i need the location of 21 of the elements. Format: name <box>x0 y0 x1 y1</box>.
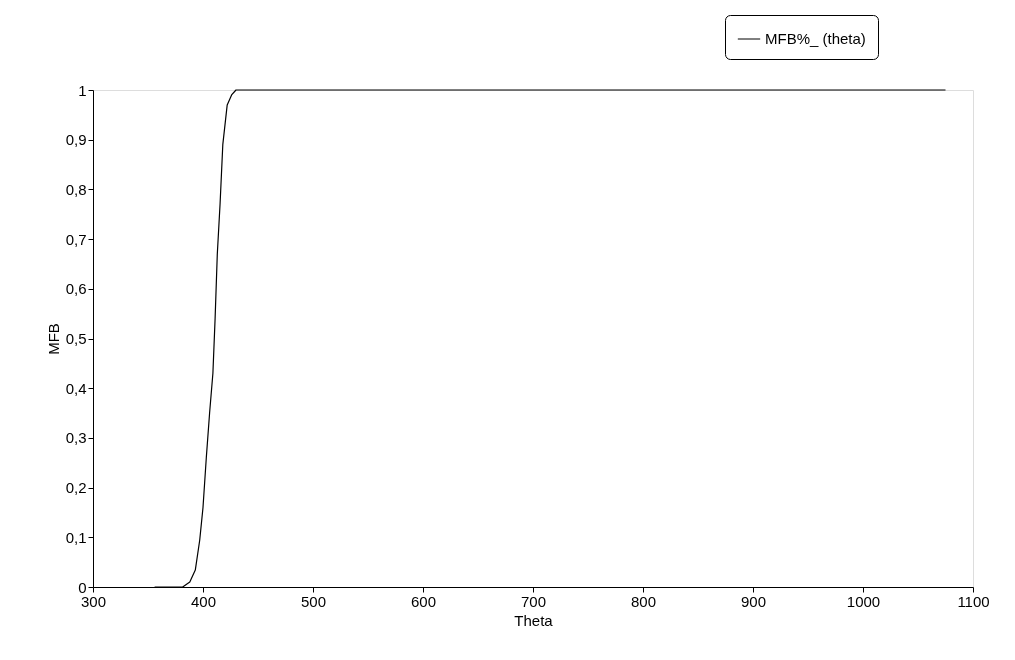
x-tick-label: 1000 <box>846 592 881 610</box>
x-tick-label: 400 <box>190 592 217 610</box>
y-tick-label: 0,7 <box>65 230 87 248</box>
legend-label: MFB%_ (theta) <box>765 30 866 47</box>
x-tick-label: 900 <box>740 592 767 610</box>
x-axis-title: Theta <box>514 611 554 629</box>
y-tick-label: 0,6 <box>65 280 87 298</box>
x-tick-label: 1100 <box>957 592 990 610</box>
x-tick-label: 800 <box>630 592 657 610</box>
x-tick-label: 500 <box>300 592 327 610</box>
y-tick-label: 0,4 <box>65 379 87 397</box>
y-tick-label: 0,5 <box>65 330 87 347</box>
y-tick-label: 0,3 <box>65 429 87 447</box>
y-tick-label: 0,8 <box>65 180 87 198</box>
x-tick-label: 700 <box>520 592 547 610</box>
y-tick-label: 0,1 <box>65 528 87 546</box>
y-tick-label: 0,9 <box>65 131 87 149</box>
y-axis-title: MFB <box>44 323 62 355</box>
y-tick-label: 0,2 <box>65 479 87 497</box>
x-tick-label: 600 <box>410 592 437 610</box>
y-tick-label: 1 <box>78 81 87 99</box>
